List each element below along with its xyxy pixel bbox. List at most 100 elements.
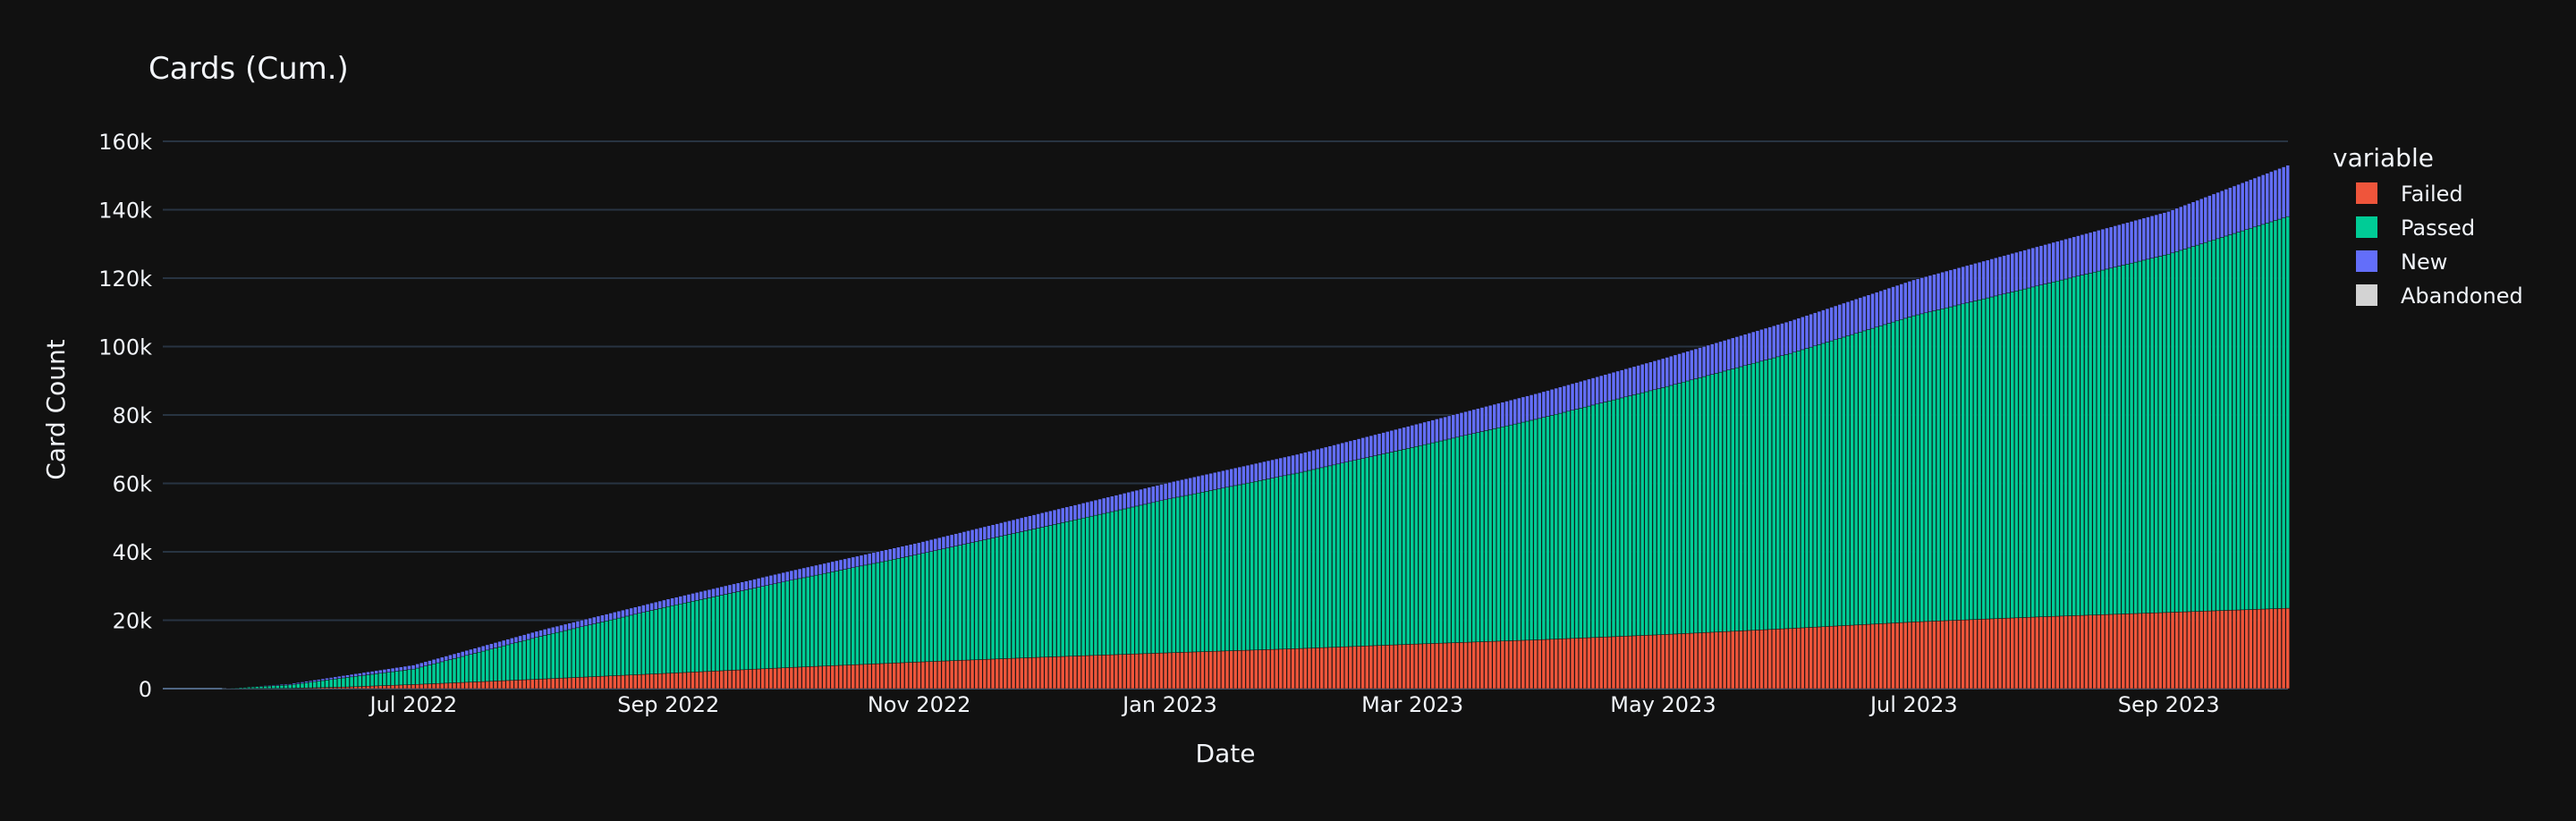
- bar-passed: [1640, 393, 1644, 635]
- bar-new: [1069, 506, 1072, 521]
- bar-new: [1254, 463, 1258, 481]
- bar-passed: [1295, 473, 1299, 648]
- bar-new: [1743, 334, 1747, 366]
- bar-passed: [1135, 506, 1139, 654]
- bar-failed: [613, 676, 616, 689]
- legend-swatch-new[interactable]: [2356, 250, 2377, 272]
- bar-new: [2039, 246, 2043, 285]
- bar-new: [1587, 379, 1590, 406]
- legend-label-failed[interactable]: Failed: [2401, 182, 2463, 207]
- bar-failed: [1361, 646, 1365, 689]
- bar-failed: [539, 679, 543, 689]
- bar-passed: [559, 631, 563, 678]
- bar-new: [1316, 449, 1319, 469]
- bar-failed: [1476, 642, 1479, 689]
- legend-swatch-passed[interactable]: [2356, 216, 2377, 238]
- bar-new: [2150, 216, 2154, 258]
- bar-new: [419, 663, 423, 667]
- legend-label-passed[interactable]: Passed: [2401, 216, 2475, 241]
- bar-new: [1620, 370, 1623, 398]
- bar-passed: [1012, 534, 1015, 659]
- bar-failed: [2212, 611, 2216, 689]
- bar-passed: [1908, 317, 1911, 622]
- bar-new: [708, 589, 711, 597]
- bar-failed: [2076, 615, 2080, 689]
- bar-failed: [839, 665, 843, 689]
- bar-passed: [399, 671, 402, 685]
- bar-failed: [2187, 612, 2190, 689]
- bar-failed: [1859, 625, 1862, 689]
- bar-passed: [1217, 489, 1221, 651]
- bar-failed: [630, 675, 633, 689]
- bar-new: [1020, 518, 1023, 532]
- bar-passed: [1998, 295, 2002, 619]
- bar-new: [814, 565, 818, 575]
- bar-failed: [568, 678, 572, 689]
- bar-new: [489, 644, 493, 649]
- bar-new: [358, 673, 361, 676]
- bar-failed: [979, 659, 982, 689]
- bar-new: [1834, 306, 1837, 340]
- bar-passed: [386, 673, 390, 686]
- bar-failed: [880, 664, 884, 689]
- bar-failed: [469, 682, 472, 689]
- legend-label-abandoned[interactable]: Abandoned: [2401, 284, 2523, 309]
- bar-passed: [682, 603, 686, 673]
- bar-failed: [1887, 623, 1891, 689]
- bar-passed: [1871, 328, 1875, 624]
- bar-failed: [888, 664, 892, 689]
- bar-passed: [403, 670, 407, 684]
- bar-new: [1718, 342, 1722, 372]
- bar-new: [679, 597, 682, 605]
- bar-new: [259, 686, 263, 687]
- bar-failed: [1505, 641, 1509, 689]
- bar-passed: [506, 645, 510, 681]
- bar-failed: [1789, 629, 1792, 689]
- bar-passed: [1110, 512, 1114, 655]
- bar-new: [1102, 498, 1106, 513]
- bar-passed: [1189, 495, 1192, 652]
- bar-new: [1156, 486, 1159, 502]
- bar-failed: [2109, 614, 2113, 689]
- bar-new: [1106, 497, 1110, 512]
- bar-failed: [1094, 656, 1097, 689]
- legend-swatch-failed[interactable]: [2356, 182, 2377, 204]
- bar-failed: [1024, 658, 1028, 689]
- bar-passed: [1098, 514, 1102, 655]
- bar-new: [2216, 192, 2220, 239]
- bar-new: [855, 556, 859, 567]
- bar-failed: [1016, 658, 1020, 689]
- bar-passed: [2191, 247, 2195, 612]
- bar-passed: [1612, 400, 1615, 637]
- bar-new: [1127, 492, 1131, 508]
- bar-failed: [1513, 640, 1517, 689]
- legend-label-new[interactable]: New: [2401, 250, 2447, 275]
- bar-new: [1579, 381, 1582, 408]
- bar-new: [1460, 412, 1463, 436]
- bar-failed: [1645, 635, 1648, 689]
- bar-failed: [1053, 656, 1056, 689]
- bar-new: [1674, 355, 1677, 385]
- bar-failed: [736, 670, 740, 689]
- bar-failed: [1020, 658, 1023, 689]
- bar-passed: [2207, 241, 2211, 611]
- bar-passed: [1258, 480, 1262, 649]
- bar-passed: [535, 638, 538, 680]
- bar-failed: [1398, 645, 1402, 689]
- bar-new: [1361, 437, 1365, 458]
- bar-new: [806, 567, 809, 577]
- bar-passed: [1361, 459, 1365, 647]
- bar-passed: [720, 595, 724, 671]
- bar-passed: [288, 685, 292, 689]
- bar-passed: [826, 572, 830, 665]
- bar-passed: [1020, 532, 1023, 658]
- legend-swatch-abandoned[interactable]: [2356, 284, 2377, 306]
- bar-failed: [519, 680, 522, 689]
- bar-passed: [1911, 316, 1915, 622]
- bar-passed: [1784, 354, 1788, 629]
- bar-failed: [1098, 656, 1102, 689]
- bar-new: [2282, 167, 2285, 218]
- bar-new: [1308, 452, 1311, 470]
- bar-new: [555, 626, 559, 632]
- bar-new: [383, 669, 386, 673]
